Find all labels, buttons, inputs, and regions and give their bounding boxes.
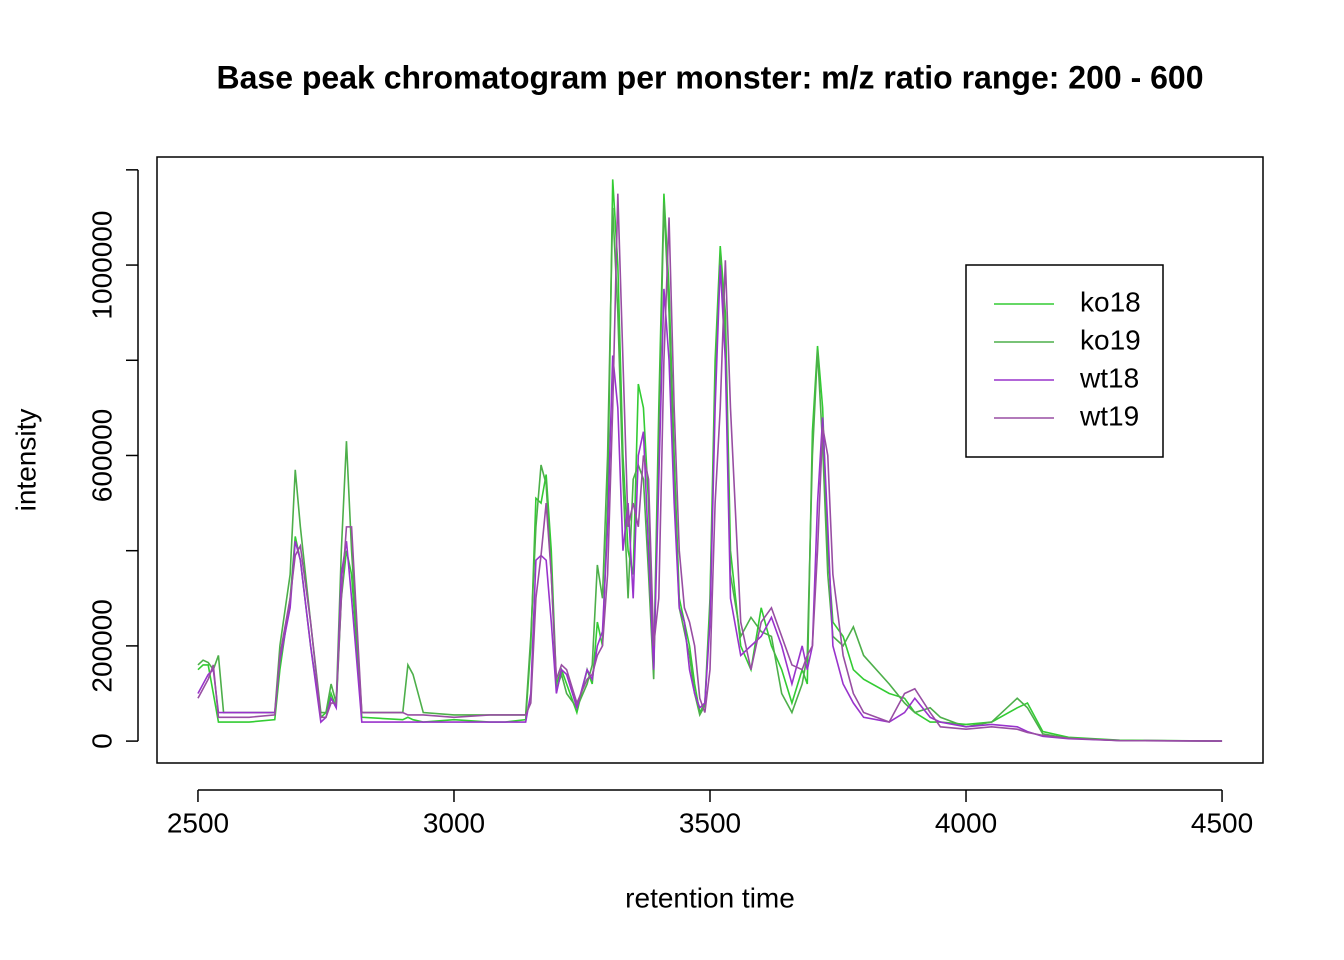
series-line [197,203,1223,742]
legend-label: ko18 [1080,286,1141,317]
legend-label: wt18 [1079,362,1139,393]
y-tick-label: 200000 [86,599,117,692]
x-tick-label: 2500 [167,807,229,838]
legend-box [965,264,1164,458]
x-tick-label: 3500 [679,807,741,838]
chart-title: Base peak chromatogram per monster: m/z … [216,59,1203,95]
series-line [197,265,1223,742]
x-tick-label: 4000 [935,807,997,838]
legend-label: wt19 [1079,400,1139,431]
y-tick-label: 1000000 [86,211,117,320]
plot-box [156,156,1264,764]
x-tick-label: 3000 [423,807,485,838]
y-tick-label: 600000 [86,409,117,502]
series-line [197,193,1223,742]
legend-label: ko19 [1080,324,1141,355]
x-axis-label: retention time [625,882,795,913]
x-tick-label: 4500 [1191,807,1253,838]
y-axis-label: intensity [10,409,41,512]
y-tick-label: 0 [86,733,117,749]
